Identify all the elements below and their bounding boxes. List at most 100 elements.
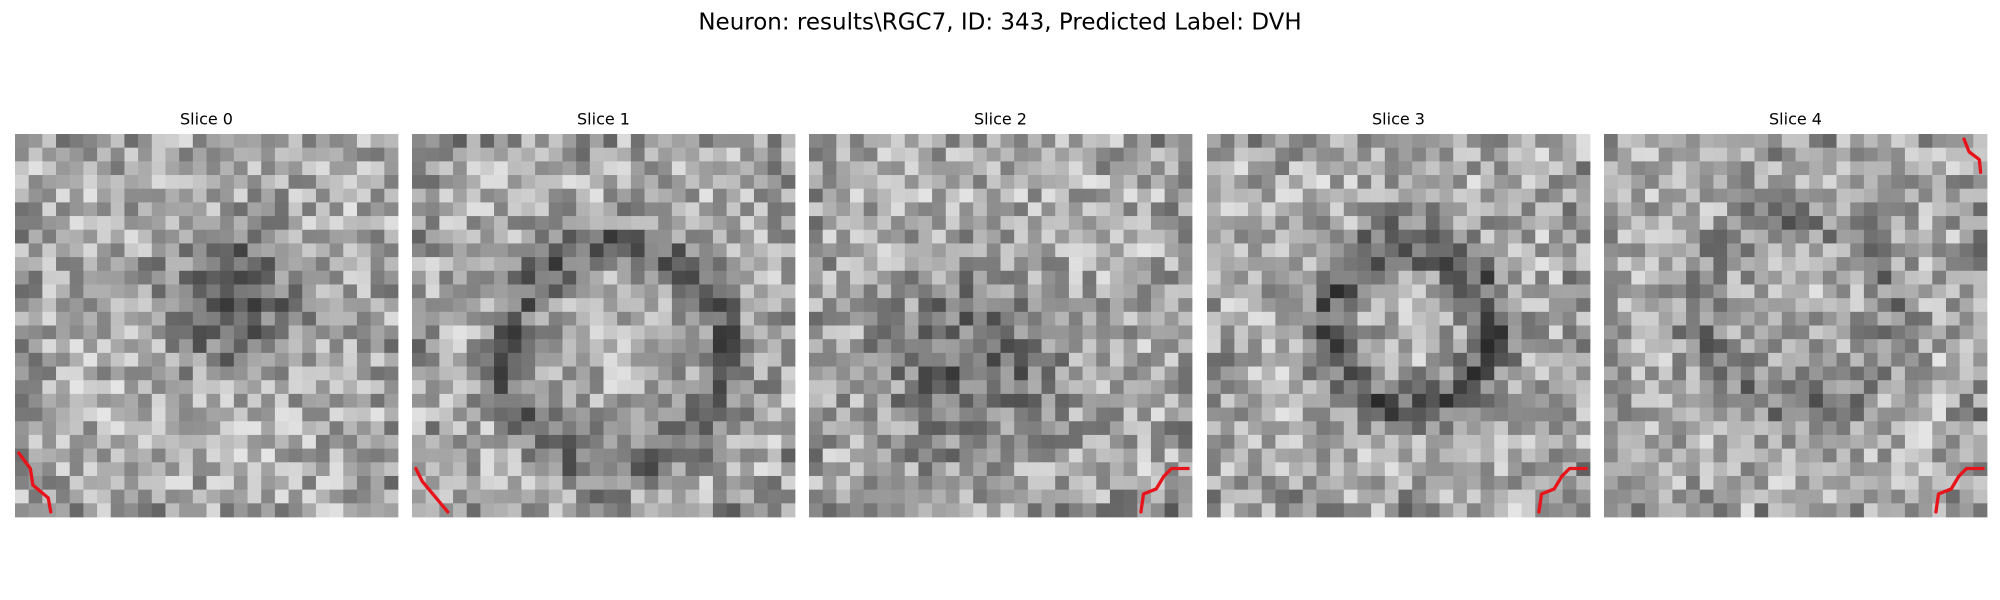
pixel <box>986 325 1001 340</box>
pixel <box>562 475 577 491</box>
pixel <box>1068 366 1083 381</box>
pixel <box>1425 311 1440 326</box>
pixel <box>151 270 166 285</box>
pixel <box>1973 393 1988 408</box>
pixel <box>110 475 125 491</box>
pixel <box>1398 229 1413 244</box>
pixel <box>288 475 303 491</box>
pixel <box>658 503 673 518</box>
pixel <box>1836 202 1851 217</box>
pixel <box>822 462 837 477</box>
pixel <box>1289 147 1304 162</box>
pixel <box>206 421 221 436</box>
pixel <box>1123 257 1138 272</box>
pixel <box>302 229 317 244</box>
pixel <box>233 202 248 217</box>
pixel <box>288 407 303 422</box>
pixel <box>1686 243 1701 258</box>
pixel <box>97 270 112 285</box>
pixel <box>370 311 385 326</box>
pixel <box>630 366 645 381</box>
pixel <box>781 202 796 217</box>
pixel <box>439 393 454 408</box>
pixel <box>1562 325 1577 340</box>
pixel <box>1576 448 1591 463</box>
pixel <box>42 448 57 463</box>
pixel <box>630 147 645 162</box>
pixel <box>343 147 358 162</box>
pixel <box>192 366 207 381</box>
pixel <box>1562 380 1577 395</box>
pixel <box>603 270 618 285</box>
pixel <box>1439 434 1454 449</box>
pixel <box>1248 216 1263 231</box>
pixel <box>1357 434 1372 449</box>
pixel <box>165 393 180 408</box>
pixel <box>453 325 468 340</box>
pixel <box>494 448 509 463</box>
pixel <box>1316 202 1331 217</box>
pixel <box>1425 147 1440 162</box>
pixel <box>822 448 837 463</box>
pixel <box>959 421 974 436</box>
pixel <box>247 434 262 449</box>
pixel <box>767 161 782 176</box>
pixel <box>1658 421 1673 436</box>
pixel <box>617 393 632 408</box>
pixel <box>809 325 824 340</box>
pixel <box>1041 311 1056 326</box>
pixel <box>233 434 248 449</box>
pixel <box>1604 448 1619 463</box>
pixel <box>42 352 57 367</box>
pixel <box>932 188 947 203</box>
pixel <box>206 284 221 299</box>
pixel <box>28 325 43 340</box>
pixel <box>28 311 43 326</box>
pixel <box>507 284 522 299</box>
pixel <box>753 393 769 408</box>
pixel <box>1617 188 1632 203</box>
pixel <box>1343 134 1358 149</box>
pixel <box>685 339 700 354</box>
pixel <box>1480 270 1495 285</box>
pixel <box>1330 407 1345 422</box>
pixel <box>288 257 303 272</box>
pixel <box>1207 352 1222 367</box>
pixel <box>781 421 796 436</box>
pixel <box>1398 243 1413 258</box>
pixel <box>1686 161 1701 176</box>
pixel <box>42 339 57 354</box>
pixel <box>562 503 577 518</box>
pixel <box>356 161 372 176</box>
pixel <box>891 270 906 285</box>
pixel <box>1150 393 1166 408</box>
pixel <box>712 448 727 463</box>
pixel <box>863 147 878 162</box>
pixel <box>165 475 180 491</box>
pixel <box>439 202 454 217</box>
pixel <box>1480 366 1495 381</box>
pixel <box>1439 503 1454 518</box>
pixel <box>1068 421 1083 436</box>
pixel <box>97 339 112 354</box>
pixel <box>220 188 235 203</box>
pixel <box>535 366 550 381</box>
pixel <box>699 311 714 326</box>
pixel <box>1617 243 1632 258</box>
pixel <box>439 448 454 463</box>
pixel <box>1713 380 1728 395</box>
pixel <box>685 475 700 491</box>
pixel <box>1850 270 1865 285</box>
pixel <box>343 161 358 176</box>
pixel <box>836 339 851 354</box>
pixel <box>1453 270 1468 285</box>
pixel <box>1316 352 1331 367</box>
pixel <box>370 489 385 504</box>
image-panel <box>1207 134 1591 518</box>
pixel <box>1672 188 1687 203</box>
pixel <box>1658 243 1673 258</box>
pixel <box>302 134 317 149</box>
pixel <box>1123 380 1138 395</box>
pixel <box>1645 147 1660 162</box>
